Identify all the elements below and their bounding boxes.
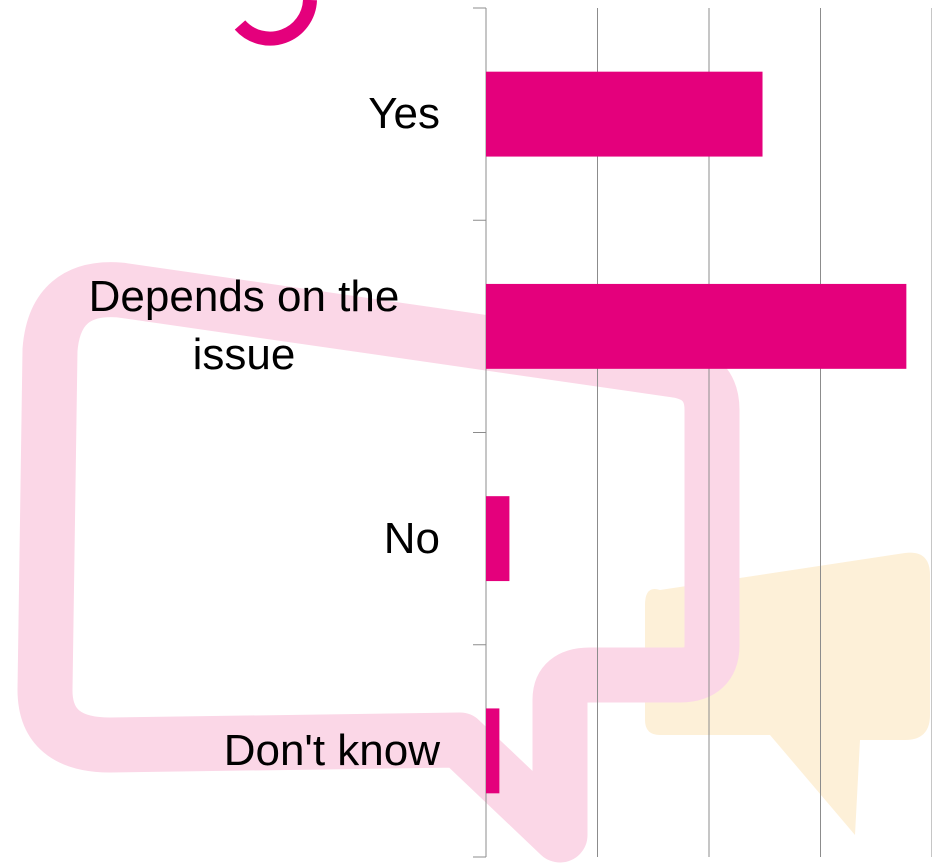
category-label-box: Depends on the issue <box>0 268 440 384</box>
background-decoration <box>17 0 930 863</box>
y-tick-label: Yes <box>368 89 440 139</box>
plot-area <box>473 7 932 858</box>
bar <box>486 708 500 794</box>
y-tick-label: Don't know <box>223 725 440 775</box>
category-label-box: No <box>0 510 440 568</box>
y-tick-label: No <box>383 513 440 563</box>
category-label-box: Don't know <box>0 722 440 780</box>
y-tick-label: Depends on the issue <box>88 272 400 380</box>
bar <box>486 496 510 582</box>
bar <box>486 71 763 157</box>
bar <box>486 283 907 369</box>
category-label-box: Yes <box>0 85 440 143</box>
